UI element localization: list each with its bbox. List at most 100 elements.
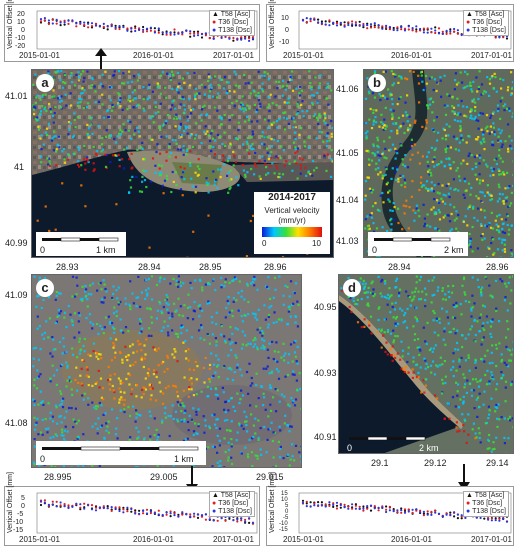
measurement-point — [66, 430, 69, 433]
measurement-point — [449, 167, 452, 170]
measurement-point — [218, 444, 221, 447]
measurement-point — [474, 109, 477, 112]
measurement-point — [373, 72, 376, 75]
measurement-point — [34, 346, 38, 349]
measurement-point — [170, 70, 174, 73]
measurement-point — [392, 341, 395, 344]
series-point — [43, 501, 47, 504]
measurement-point — [99, 281, 102, 285]
measurement-point — [129, 186, 133, 189]
x-tick: 2015-01-01 — [283, 51, 324, 60]
series-point — [114, 507, 117, 510]
measurement-point — [140, 349, 143, 352]
measurement-point — [203, 338, 206, 341]
series-point — [407, 28, 410, 31]
legend-entry: T36 [Dsc] — [472, 19, 503, 26]
series-point — [320, 20, 323, 23]
measurement-point — [455, 169, 458, 172]
measurement-point — [356, 298, 359, 301]
measurement-point — [421, 125, 424, 128]
measurement-point — [98, 386, 101, 389]
measurement-point — [454, 332, 457, 335]
measurement-point — [286, 453, 290, 456]
measurement-point — [377, 307, 380, 310]
measurement-point — [289, 315, 292, 318]
measurement-point — [178, 126, 181, 129]
measurement-point — [390, 223, 393, 226]
measurement-point — [318, 130, 321, 133]
measurement-point — [447, 290, 450, 293]
measurement-point — [213, 183, 216, 186]
measurement-point — [220, 324, 223, 328]
measurement-point — [445, 123, 448, 126]
series-point — [449, 28, 452, 31]
plot-frame — [298, 10, 512, 50]
measurement-point — [401, 349, 405, 352]
measurement-point — [137, 73, 140, 76]
measurement-point — [423, 225, 426, 228]
measurement-point — [218, 439, 221, 442]
measurement-point — [430, 146, 433, 149]
measurement-point — [501, 231, 504, 234]
measurement-point — [283, 422, 286, 425]
measurement-point — [367, 90, 371, 93]
measurement-point — [296, 362, 299, 365]
measurement-point — [257, 99, 260, 102]
series-point — [453, 27, 456, 31]
measurement-point — [367, 158, 371, 161]
series-point — [392, 26, 395, 30]
measurement-point — [246, 171, 249, 174]
measurement-point — [77, 79, 80, 82]
measurement-point — [135, 416, 138, 419]
measurement-point — [41, 105, 44, 108]
measurement-point — [151, 138, 154, 141]
series-point — [51, 500, 54, 503]
measurement-point — [176, 333, 179, 336]
series-point — [236, 520, 239, 523]
measurement-point — [486, 130, 489, 133]
measurement-point — [50, 465, 53, 467]
measurement-point — [290, 78, 293, 82]
measurement-point — [373, 154, 376, 157]
series-point — [251, 521, 255, 524]
measurement-point — [93, 406, 96, 409]
measurement-point — [91, 464, 94, 467]
measurement-point — [88, 127, 91, 130]
measurement-point — [293, 404, 297, 407]
measurement-point — [435, 89, 438, 93]
measurement-point — [157, 110, 160, 114]
measurement-point — [172, 417, 175, 421]
measurement-point — [423, 184, 426, 187]
measurement-point — [406, 127, 410, 130]
measurement-point — [60, 428, 64, 431]
measurement-point — [405, 290, 408, 293]
measurement-point — [164, 122, 167, 125]
measurement-point — [52, 121, 55, 124]
series-point — [434, 509, 437, 512]
measurement-point — [459, 71, 462, 74]
measurement-point — [90, 84, 93, 87]
measurement-point — [263, 304, 266, 307]
measurement-point — [488, 78, 491, 81]
measurement-point — [78, 97, 81, 101]
measurement-point — [379, 292, 382, 295]
series-point — [169, 512, 172, 515]
measurement-point — [399, 96, 402, 99]
measurement-point — [161, 124, 164, 127]
measurement-point — [386, 293, 390, 296]
series-point — [335, 507, 339, 510]
measurement-point — [484, 354, 487, 357]
measurement-point — [227, 302, 230, 305]
measurement-point — [374, 202, 377, 205]
series-point — [449, 30, 452, 33]
measurement-point — [169, 415, 173, 418]
measurement-point — [350, 310, 353, 314]
measurement-point — [455, 227, 458, 230]
measurement-point — [91, 282, 94, 285]
measurement-point — [224, 411, 227, 414]
measurement-point — [80, 382, 83, 385]
series-point — [332, 502, 335, 505]
measurement-point — [510, 382, 513, 385]
measurement-point — [364, 132, 367, 135]
measurement-point — [219, 176, 222, 179]
